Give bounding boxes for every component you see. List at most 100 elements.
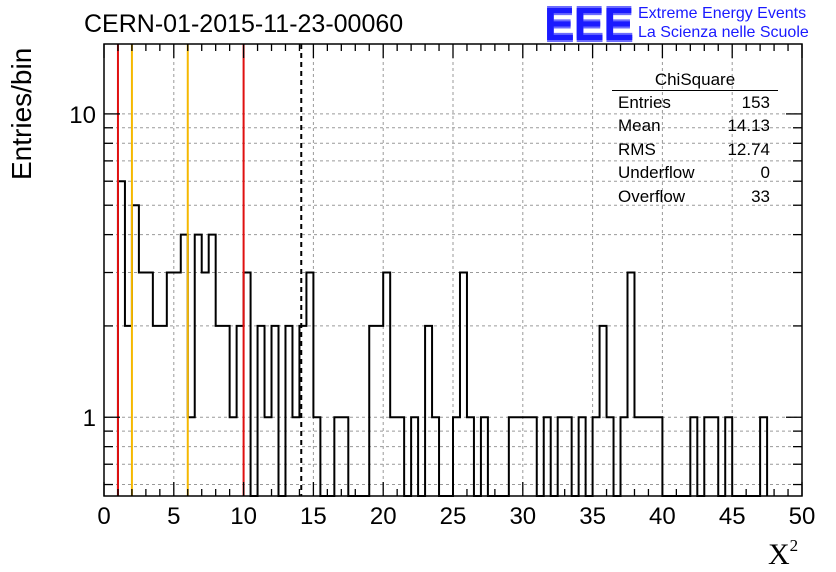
histogram-bin [202, 273, 209, 496]
stats-label: Underflow [618, 163, 695, 183]
stats-row-overflow: Overflow 33 [612, 185, 778, 208]
histogram-bin [125, 326, 132, 496]
stats-value: 14.13 [727, 116, 770, 136]
histogram-bin [760, 417, 767, 496]
histogram-bin [634, 417, 641, 496]
histogram-bin [369, 326, 376, 496]
x-tick-label: 35 [579, 503, 606, 530]
histogram-bin [209, 235, 216, 496]
stats-label: RMS [618, 139, 656, 159]
histogram-bin [306, 273, 313, 496]
stats-row-underflow: Underflow 0 [612, 161, 778, 184]
x-tick-label: 40 [649, 503, 676, 530]
x-axis-label-base: X [768, 538, 790, 571]
histogram-bin [481, 417, 488, 496]
axis-layer: 0 5 10 15 20 25 30 35 40 45 50 1 10 [69, 43, 815, 530]
histogram-bin [313, 417, 320, 496]
histogram-bin [509, 417, 516, 496]
histogram-bin [453, 417, 460, 496]
histogram-bin [383, 273, 390, 496]
x-tick-label: 45 [719, 503, 746, 530]
histogram-bin [341, 417, 348, 496]
histogram-bin [376, 326, 383, 496]
run-title: CERN-01-2015-11-23-00060 [84, 10, 404, 38]
logo-text: Extreme Energy Events La Scienza nelle S… [638, 4, 809, 42]
x-tick-label: 15 [300, 503, 327, 530]
histogram-bin [118, 181, 125, 496]
histogram-bin [292, 417, 299, 496]
histogram-bin [704, 417, 711, 496]
histogram-bin [153, 326, 160, 496]
histogram-bin [216, 326, 223, 496]
histogram-bin [160, 326, 167, 496]
histogram-bin [230, 417, 237, 496]
histogram-bin [711, 417, 718, 496]
stats-row-mean: Mean 14.13 [612, 114, 778, 137]
stats-title: ChiSquare [612, 70, 778, 91]
histogram-bin [258, 326, 265, 496]
histogram-bin [593, 417, 600, 496]
stats-value: 153 [741, 93, 770, 112]
histogram-bin [237, 326, 244, 496]
histogram-bin [223, 326, 230, 496]
x-tick-label: 20 [370, 503, 397, 530]
histogram-bin [432, 417, 439, 496]
x-tick-label: 25 [440, 503, 467, 530]
stats-row-entries: Entries 153 [612, 91, 778, 114]
stats-row-rms: RMS 12.74 [612, 138, 778, 161]
histogram-bin [579, 417, 586, 496]
histogram-bin [565, 417, 572, 496]
stats-label: Overflow [618, 186, 686, 206]
histogram-bin [641, 417, 648, 496]
stats-value: 0 [760, 163, 770, 183]
y-tick-label: 10 [69, 102, 96, 129]
histogram-bin [334, 417, 341, 496]
histogram-bin [544, 417, 551, 496]
x-tick-label: 10 [230, 503, 257, 530]
histogram-bin [139, 273, 146, 496]
histogram-bin [397, 417, 404, 496]
histogram-bin [411, 417, 418, 496]
stats-value: 33 [751, 186, 770, 206]
logo-line-1: Extreme Energy Events [638, 5, 807, 22]
histogram-bin [607, 417, 614, 496]
histogram-bin [621, 417, 628, 496]
histogram-bin [655, 417, 662, 496]
histogram-bin [725, 417, 732, 496]
stats-box: ChiSquare Entries 153 Mean 14.13 RMS 12.… [612, 70, 778, 208]
histogram-bin [690, 417, 697, 496]
histogram-bin [460, 273, 467, 496]
stats-value: 12.74 [727, 139, 770, 159]
histogram-bin [195, 235, 202, 496]
histogram-bin [558, 417, 565, 496]
marker-lines-layer [116, 44, 303, 496]
histogram-bin [146, 273, 153, 496]
histogram-bin [265, 417, 272, 496]
histogram-bin [244, 273, 251, 496]
x-tick-label: 0 [97, 503, 110, 530]
histogram-bin [188, 417, 195, 496]
histogram-bin [167, 273, 174, 496]
histogram-bin [467, 417, 474, 496]
histogram-layer [116, 180, 769, 497]
histogram-bin [272, 326, 279, 496]
histogram-bin [174, 273, 181, 496]
histogram-bin [285, 326, 292, 496]
histogram-bin [648, 417, 655, 496]
histogram-bin [523, 417, 530, 496]
histogram-bin [132, 205, 139, 496]
histogram-bin [600, 326, 607, 496]
stats-label: Entries [618, 93, 671, 112]
logo-mark: EEE [544, 0, 634, 50]
x-tick-label: 5 [167, 503, 180, 530]
y-tick-label: 1 [83, 405, 96, 432]
x-axis-label-sup: 2 [789, 536, 799, 555]
logo-line-2: La Scienza nelle Scuole [638, 24, 809, 41]
x-axis-label: X2 [768, 536, 798, 572]
histogram-bin [516, 417, 523, 496]
histogram-outline [116, 180, 769, 497]
histogram-bin [628, 273, 635, 496]
histogram-bin [390, 417, 397, 496]
x-tick-label: 30 [509, 503, 536, 530]
